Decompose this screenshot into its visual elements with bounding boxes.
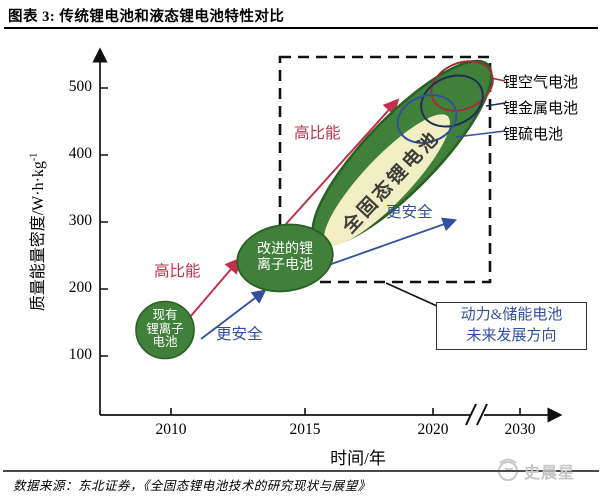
x-axis-ticks (170, 408, 521, 415)
high-energy-arrow-1 (189, 257, 242, 318)
x-tick-2010: 2010 (155, 421, 187, 438)
axis-break-slashes (465, 403, 488, 426)
improved-liion-ellipse (236, 223, 334, 293)
figure-title: 图表 3: 传统锂电池和液态锂电池特性对比 (8, 9, 285, 25)
safer-label-2: 更安全 (386, 204, 433, 221)
y-tick-400: 400 (68, 145, 92, 162)
li-metal-circle (420, 74, 484, 128)
li-sulfur-label: 锂硫电池 (503, 127, 564, 143)
future-direction-dashed-box (278, 55, 492, 284)
li-sulfur-connector (455, 130, 506, 138)
y-tick-300: 300 (68, 212, 92, 229)
high-energy-label-1: 高比能 (154, 263, 201, 280)
li-metal-connector (485, 102, 506, 107)
safer-arrow-1 (200, 289, 267, 340)
data-source: 数据来源：东北证券，《全固态锂电池技术的研究现状与展望》 (13, 479, 371, 493)
x-tick-2020: 2020 (417, 421, 449, 438)
x-tick-2015: 2015 (289, 421, 321, 438)
header-rule (4, 27, 598, 30)
footer-rule (3, 470, 599, 472)
x-tick-2030: 2030 (504, 421, 536, 438)
y-axis-ticks (100, 87, 108, 357)
y-axis-title-sup: -1 (28, 152, 40, 162)
li-air-connector (490, 77, 506, 82)
safer-label-1: 更安全 (216, 326, 263, 343)
high-energy-label-2: 高比能 (294, 125, 341, 142)
y-tick-500: 500 (68, 78, 92, 95)
y-axis-title-main: 质量能量密度/W·h·kg (30, 161, 47, 312)
y-tick-200: 200 (68, 279, 92, 296)
li-metal-label: 锂金属电池 (503, 101, 579, 117)
improved-liion-label: 改进的锂 离子电池 (257, 242, 313, 273)
future-direction-caption-box: 动力&储能电池 未来发展方向 (436, 302, 587, 350)
high-energy-arrow-2 (285, 98, 400, 225)
li-sulfur-circle (396, 94, 458, 144)
solid-state-ellipse-inner (324, 114, 450, 246)
existing-liion-circle (135, 300, 195, 360)
y-tick-100: 100 (68, 346, 92, 363)
watermark-text: 史晨星 (524, 465, 576, 482)
y-axis-title: 质量能量密度/W·h·kg-1 (24, 117, 47, 347)
li-air-label: 锂空气电池 (503, 75, 579, 91)
x-axis-title: 时间/年 (330, 449, 386, 468)
safer-arrow-2 (322, 217, 458, 268)
li-air-circle (430, 60, 494, 112)
existing-liion-label: 现有 锂离子 电池 (146, 308, 184, 349)
box-pointer-line (385, 282, 438, 307)
